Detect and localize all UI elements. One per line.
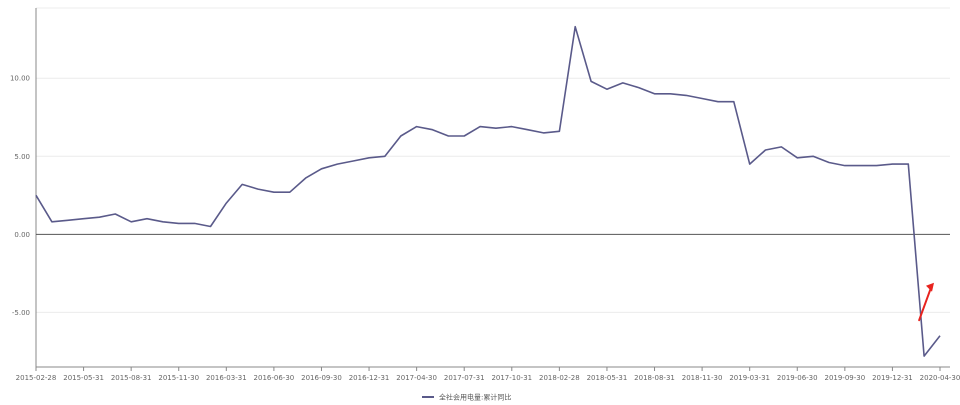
x-axis: 2015-02-28 2015-05-31 2015-08-31 2015-11-30…: [16, 233, 960, 382]
x-tick-label: 2019-09-30: [824, 374, 865, 382]
x-tick-label: 2016-06-30: [254, 374, 295, 382]
x-tick-label: 2019-03-31: [729, 374, 770, 382]
x-tick-label: 2020-04-30: [920, 374, 960, 382]
x-tick-label: 2019-12-31: [872, 374, 913, 382]
annotation-arrow-shaft: [918, 286, 932, 322]
y-tick-label: -5.00: [12, 309, 30, 317]
x-tick-label: 2017-07-31: [444, 374, 485, 382]
y-tick-label: 5.00: [14, 153, 30, 161]
x-tick-label: 2015-02-28: [16, 374, 57, 382]
x-tick-label: 2018-02-28: [539, 374, 580, 382]
x-tick-label: 2015-08-31: [111, 374, 152, 382]
x-tick-label: 2018-05-31: [587, 374, 628, 382]
series-layer: [35, 25, 941, 357]
x-tick-label: 2019-06-30: [777, 374, 818, 382]
y-axis: -5.00 0.00 5.00 10.00: [10, 8, 37, 367]
x-tick-label: 2016-03-31: [206, 374, 247, 382]
legend[interactable]: 全社会用电量:累计同比: [422, 393, 511, 402]
x-tick-label: 2017-04-30: [396, 374, 437, 382]
series-line: [35, 25, 941, 357]
legend-label: 全社会用电量:累计同比: [439, 393, 511, 402]
x-tick-label: 2015-11-30: [158, 374, 199, 382]
annotation-layer: [918, 282, 934, 322]
x-tick-label: 2017-10-31: [491, 374, 532, 382]
x-tick-label: 2015-05-31: [63, 374, 104, 382]
annotation-arrow-head: [926, 282, 934, 292]
y-tick-label: 0.00: [14, 231, 30, 239]
x-tick-label: 2016-09-30: [301, 374, 342, 382]
y-tick-label: 10.00: [10, 75, 30, 83]
x-tick-label: 2018-08-31: [634, 374, 675, 382]
x-tick-label: 2018-11-30: [682, 374, 723, 382]
grid-lines: [36, 7, 950, 313]
x-tick-label: 2016-12-31: [349, 374, 390, 382]
